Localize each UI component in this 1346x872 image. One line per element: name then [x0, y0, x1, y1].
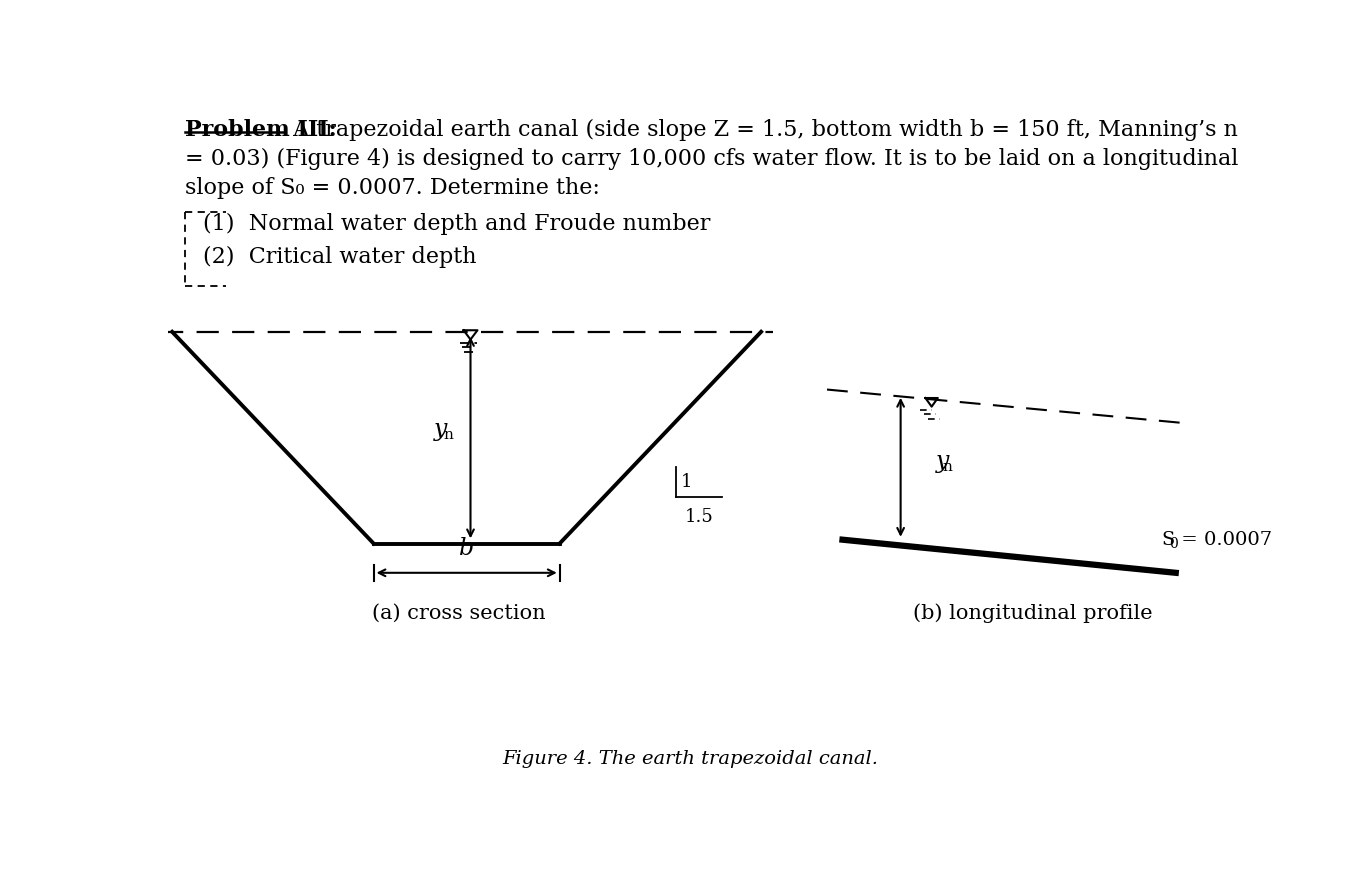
- Text: Problem III:: Problem III:: [186, 119, 336, 140]
- Text: slope of S₀ = 0.0007. Determine the:: slope of S₀ = 0.0007. Determine the:: [186, 177, 600, 199]
- Text: (a) cross section: (a) cross section: [371, 603, 545, 623]
- Text: (2)  Critical water depth: (2) Critical water depth: [203, 246, 476, 268]
- Text: n: n: [942, 460, 953, 473]
- Text: (1)  Normal water depth and Froude number: (1) Normal water depth and Froude number: [203, 213, 711, 235]
- Text: = 0.03) (Figure 4) is designed to carry 10,000 cfs water flow. It is to be laid : = 0.03) (Figure 4) is designed to carry …: [186, 147, 1238, 170]
- Text: 0: 0: [1170, 536, 1178, 550]
- Text: = 0.0007: = 0.0007: [1175, 531, 1272, 549]
- Text: (b) longitudinal profile: (b) longitudinal profile: [913, 603, 1152, 623]
- Text: y: y: [935, 450, 949, 473]
- Text: 1.5: 1.5: [685, 508, 713, 526]
- Text: n: n: [443, 428, 454, 442]
- Text: A trapezoidal earth canal (side slope Z = 1.5, bottom width b = 150 ft, Manning’: A trapezoidal earth canal (side slope Z …: [287, 119, 1238, 140]
- Text: Figure 4. The earth trapezoidal canal.: Figure 4. The earth trapezoidal canal.: [502, 750, 878, 768]
- Text: 1: 1: [681, 473, 692, 491]
- Text: b: b: [459, 537, 474, 561]
- Text: S: S: [1162, 531, 1175, 549]
- Text: y: y: [435, 418, 448, 441]
